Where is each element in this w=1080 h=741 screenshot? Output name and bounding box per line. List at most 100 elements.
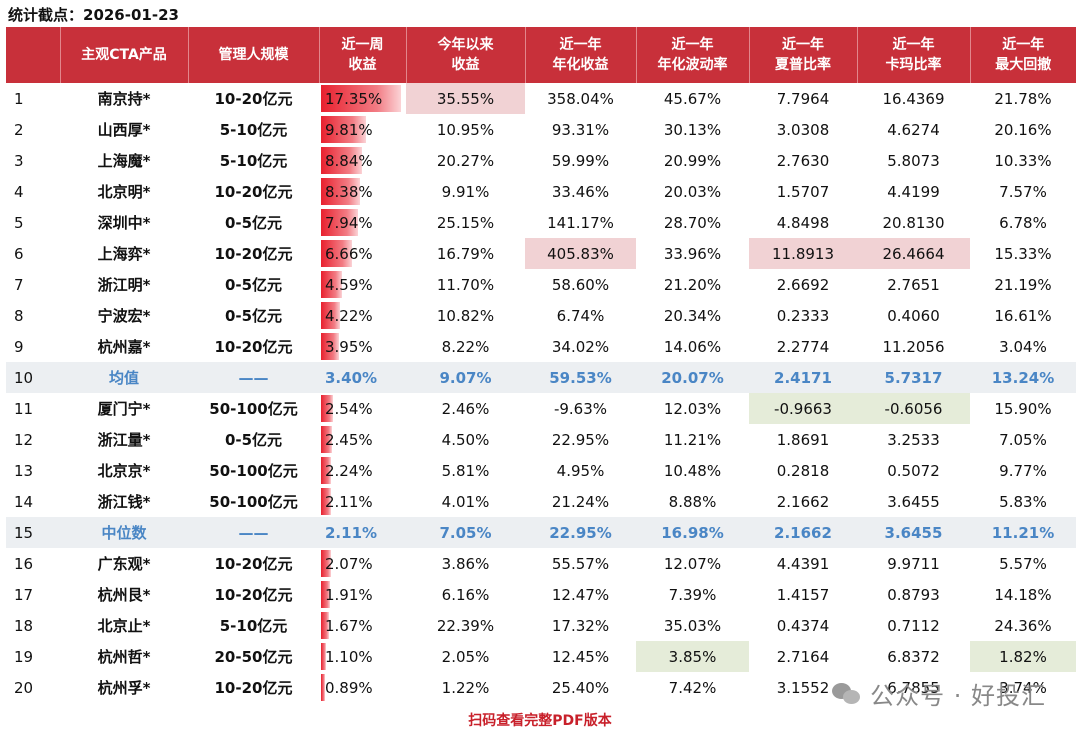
annual-return-cell: 21.24% [551,492,610,511]
scale-cell: 0-5亿元 [224,307,283,325]
product-name-cell: 北京京* [97,462,151,480]
header-annual-return[interactable]: 近一年 年化收益 [525,27,637,83]
week-return-bar [321,426,333,453]
table-row[interactable]: 17 杭州艮* 10-20亿元 1.91% 6.16% 12.47% 7.39% 1.4157… [6,579,1076,610]
table-row[interactable]: 2 山西厚* 5-10亿元 9.81% 10.95% 93.31% 30.13% 3.0308… [6,114,1076,145]
table-row[interactable]: 19 杭州哲* 20-50亿元 1.10% 2.05% 12.45% 3.85% 2.7164… [6,641,1076,672]
week-return-value: 4.59% [325,275,373,294]
sharpe-cell: 2.4171 [749,362,857,393]
week-return-cell: 2.54% [319,393,406,424]
annual-return-cell: 59.99% [551,151,610,170]
week-return-cell: 1.91% [319,579,406,610]
table-row[interactable]: 5 深圳中* 0-5亿元 7.94% 25.15% 141.17% 28.70% 4.8498… [6,207,1076,238]
cta-ranking-table: 主观CTA产品 管理人规模 近一周 收益 今年以来 收益 近一年 年化收益 近一年 年化波动率 近一… [6,27,1076,703]
summary-row[interactable]: 15 中位数 —— 2.11% 7.05% 22.95% 16.98% 2.1662 3.645… [6,517,1076,548]
week-return-cell: 2.07% [319,548,406,579]
table-row[interactable]: 6 上海弈* 10-20亿元 6.66% 16.79% 405.83% 33.96% 11.8… [6,238,1076,269]
header-calmar[interactable]: 近一年 卡玛比率 [857,27,971,83]
scale-cell: —— [188,362,319,393]
annual-return-cell: 141.17% [547,213,614,232]
annual-return-cell: 34.02% [551,337,610,356]
header-sharpe[interactable]: 近一年 夏普比率 [749,27,858,83]
rank-cell: 2 [14,120,24,139]
table-row[interactable]: 1 南京持* 10-20亿元 17.35% 35.55% 358.04% 45.67% 7.7… [6,83,1076,114]
table-row[interactable]: 3 上海魔* 5-10亿元 8.84% 20.27% 59.99% 20.99% 2.7630… [6,145,1076,176]
sharpe-cell: 0.2333 [776,306,830,325]
table-row[interactable]: 11 厦门宁* 50-100亿元 2.54% 2.46% -9.63% 12.03% -0.9… [6,393,1076,424]
header-annual-volatility[interactable]: 近一年 年化波动率 [636,27,750,83]
week-return-cell: 7.94% [319,207,406,238]
week-return-value: 6.66% [325,244,373,263]
sharpe-cell: 2.2774 [776,337,830,356]
header-max-drawdown[interactable]: 近一年 最大回撤 [970,27,1076,83]
calmar-cell: 16.4369 [882,89,945,108]
product-name-cell: 均值 [60,362,188,393]
week-return-value: 2.07% [325,554,373,573]
drawdown-cell: 21.78% [994,89,1052,108]
week-return-bar [321,643,327,670]
week-return-cell: 0.89% [319,672,406,703]
week-return-cell: 3.95% [319,331,406,362]
header-rank [6,27,61,83]
week-return-value: 2.24% [325,461,373,480]
header-week-return[interactable]: 近一周 收益 [319,27,407,83]
ytd-return-cell: 5.81% [441,461,490,480]
annual-return-cell: 4.95% [556,461,605,480]
scale-cell: 0-5亿元 [224,431,283,449]
header-product[interactable]: 主观CTA产品 [60,27,189,83]
table-row[interactable]: 20 杭州孚* 10-20亿元 0.89% 1.22% 25.40% 7.42% 3.1552… [6,672,1076,703]
week-return-cell: 8.84% [319,145,406,176]
volatility-cell: 7.42% [668,678,717,697]
summary-row[interactable]: 10 均值 —— 3.40% 9.07% 59.53% 20.07% 2.4171 5.7317… [6,362,1076,393]
week-return-cell: 2.11% [319,517,406,548]
table-row[interactable]: 12 浙江量* 0-5亿元 2.45% 4.50% 22.95% 11.21% 1.8691 3… [6,424,1076,455]
product-name-cell: 北京止* [97,617,151,635]
week-return-cell: 8.38% [319,176,406,207]
sharpe-cell: 4.4391 [776,554,830,573]
product-name-cell: 杭州艮* [97,586,151,604]
product-name-cell: 杭州孚* [97,679,151,697]
table-row[interactable]: 8 宁波宏* 0-5亿元 4.22% 10.82% 6.74% 20.34% 0.2333 0.… [6,300,1076,331]
week-return-cell: 2.45% [319,424,406,455]
header-ytd-return[interactable]: 今年以来 收益 [406,27,526,83]
ytd-return-cell: 25.15% [436,213,495,232]
header-line1: 今年以来 [437,37,494,53]
volatility-cell: 20.99% [663,151,722,170]
table-row[interactable]: 4 北京明* 10-20亿元 8.38% 9.91% 33.46% 20.03% 1.5707… [6,176,1076,207]
sharpe-cell: 4.8498 [776,213,830,232]
header-scale[interactable]: 管理人规模 [188,27,320,83]
scale-cell: 10-20亿元 [214,586,293,604]
volatility-cell: 12.07% [663,554,722,573]
header-line1: 近一年 [559,37,602,53]
annual-return-cell: 6.74% [556,306,605,325]
week-return-cell: 17.35% [319,83,406,114]
week-return-cell: 4.22% [319,300,406,331]
drawdown-cell: 3.74% [999,678,1047,697]
rank-cell: 19 [14,647,34,666]
drawdown-cell: 20.16% [994,120,1052,139]
week-return-bar [321,209,358,236]
header-line2: 收益 [348,57,377,73]
table-row[interactable]: 7 浙江明* 0-5亿元 4.59% 11.70% 58.60% 21.20% 2.6692 2… [6,269,1076,300]
product-name-cell: 山西厚* [97,121,151,139]
table-row[interactable]: 9 杭州嘉* 10-20亿元 3.95% 8.22% 34.02% 14.06% 2.2774… [6,331,1076,362]
week-return-cell: 4.59% [319,269,406,300]
table-row[interactable]: 13 北京京* 50-100亿元 2.24% 5.81% 4.95% 10.48% 0.281… [6,455,1076,486]
table-row[interactable]: 14 浙江钱* 50-100亿元 2.11% 4.01% 21.24% 8.88% 2.166… [6,486,1076,517]
week-return-value: 17.35% [325,89,383,108]
product-name-cell: 宁波宏* [97,307,151,325]
sharpe-cell: 11.8913 [749,238,857,269]
sharpe-cell: 3.1552 [776,678,830,697]
week-return-cell: 9.81% [319,114,406,145]
table-row[interactable]: 18 北京止* 5-10亿元 1.67% 22.39% 17.32% 35.03% 0.437… [6,610,1076,641]
header-line1: 近一年 [671,37,714,53]
product-name-cell: 北京明* [97,183,151,201]
sharpe-cell: 0.4374 [776,616,830,635]
week-return-value: 8.84% [325,151,373,170]
product-name-cell: 南京持* [97,90,151,108]
scan-code-footer[interactable]: 扫码查看完整PDF版本 [468,713,612,729]
table-row[interactable]: 16 广东观* 10-20亿元 2.07% 3.86% 55.57% 12.07% 4.439… [6,548,1076,579]
week-return-bar [321,581,330,608]
header-line1: 近一年 [1002,37,1045,53]
header-line2: 年化波动率 [657,57,728,73]
